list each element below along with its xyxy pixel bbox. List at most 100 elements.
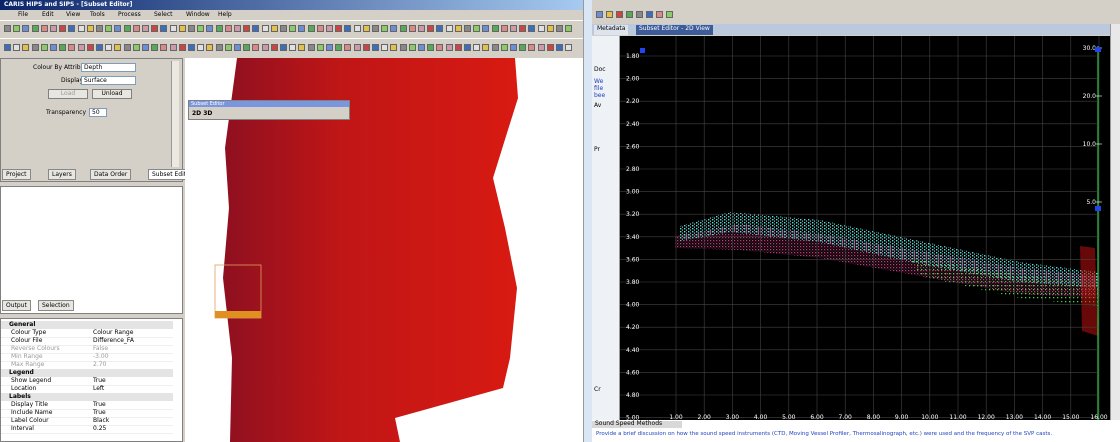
tool-icon[interactable] [151, 44, 158, 51]
tool-icon[interactable] [547, 25, 554, 32]
tool-icon[interactable] [372, 44, 379, 51]
tool-icon[interactable] [105, 44, 112, 51]
tool-icon[interactable] [142, 25, 149, 32]
scrollbar[interactable] [1110, 24, 1120, 420]
tool-icon[interactable] [501, 25, 508, 32]
tool-icon[interactable] [473, 44, 480, 51]
tool-icon[interactable] [446, 44, 453, 51]
tool-icon[interactable] [510, 25, 517, 32]
tool-icon[interactable] [363, 25, 370, 32]
tool-icon[interactable] [409, 25, 416, 32]
tool-icon[interactable] [252, 44, 259, 51]
property-value[interactable]: True [93, 377, 106, 385]
tab[interactable]: Selection [38, 300, 74, 311]
tool-icon[interactable] [298, 44, 305, 51]
unload-button[interactable]: Unload [92, 89, 132, 99]
tab[interactable]: Output [2, 300, 31, 311]
dropdown[interactable]: Depth [81, 63, 136, 72]
tool-icon[interactable] [427, 44, 434, 51]
tool-icon[interactable] [188, 25, 195, 32]
tab[interactable]: Project [2, 169, 31, 180]
tool-icon[interactable] [436, 25, 443, 32]
menu-item[interactable]: Help [218, 11, 232, 19]
tool-icon[interactable] [298, 25, 305, 32]
property-value[interactable]: 0.25 [93, 425, 106, 433]
dropdown[interactable]: Surface [81, 76, 136, 85]
tool-icon[interactable] [455, 44, 462, 51]
tool-icon[interactable] [381, 25, 388, 32]
tool-icon[interactable] [317, 25, 324, 32]
tool-icon[interactable] [68, 25, 75, 32]
tool-icon[interactable] [492, 44, 499, 51]
menu-item[interactable]: Edit [42, 11, 54, 19]
tool-icon[interactable] [252, 25, 259, 32]
tool-icon[interactable] [626, 11, 633, 18]
tool-icon[interactable] [114, 25, 121, 32]
tool-icon[interactable] [13, 44, 20, 51]
tool-icon[interactable] [22, 44, 29, 51]
menu-item[interactable]: Process [118, 11, 141, 19]
tool-icon[interactable] [179, 44, 186, 51]
tool-icon[interactable] [133, 44, 140, 51]
tool-icon[interactable] [409, 44, 416, 51]
tool-icon[interactable] [216, 44, 223, 51]
tool-icon[interactable] [59, 44, 66, 51]
tool-icon[interactable] [262, 44, 269, 51]
tool-icon[interactable] [188, 44, 195, 51]
tool-icon[interactable] [96, 44, 103, 51]
menu-item[interactable]: View [66, 11, 80, 19]
tool-icon[interactable] [225, 44, 232, 51]
property-value[interactable]: Black [93, 417, 109, 425]
tool-icon[interactable] [616, 11, 623, 18]
tool-icon[interactable] [105, 25, 112, 32]
tool-icon[interactable] [50, 25, 57, 32]
tool-icon[interactable] [50, 44, 57, 51]
menu-item[interactable]: Select [154, 11, 173, 19]
tool-icon[interactable] [400, 44, 407, 51]
tool-icon[interactable] [519, 25, 526, 32]
tool-icon[interactable] [666, 11, 673, 18]
tool-icon[interactable] [308, 44, 315, 51]
tool-icon[interactable] [289, 25, 296, 32]
tool-icon[interactable] [326, 25, 333, 32]
tool-icon[interactable] [41, 25, 48, 32]
tool-icon[interactable] [170, 44, 177, 51]
tool-icon[interactable] [78, 44, 85, 51]
tool-icon[interactable] [596, 11, 603, 18]
tool-icon[interactable] [344, 25, 351, 32]
tool-icon[interactable] [262, 25, 269, 32]
tool-icon[interactable] [565, 25, 572, 32]
tool-icon[interactable] [96, 25, 103, 32]
tool-icon[interactable] [455, 25, 462, 32]
tool-icon[interactable] [427, 25, 434, 32]
tool-icon[interactable] [556, 25, 563, 32]
tool-icon[interactable] [280, 44, 287, 51]
tool-icon[interactable] [547, 44, 554, 51]
tool-icon[interactable] [354, 25, 361, 32]
tool-icon[interactable] [22, 25, 29, 32]
tool-icon[interactable] [151, 25, 158, 32]
property-value[interactable]: True [93, 409, 106, 417]
tool-icon[interactable] [418, 44, 425, 51]
property-value[interactable]: False [93, 345, 108, 353]
tool-icon[interactable] [528, 25, 535, 32]
tool-icon[interactable] [436, 44, 443, 51]
tool-icon[interactable] [492, 25, 499, 32]
tool-icon[interactable] [179, 25, 186, 32]
menu-item[interactable]: File [18, 11, 28, 19]
tool-icon[interactable] [234, 44, 241, 51]
tool-icon[interactable] [538, 44, 545, 51]
tab[interactable]: Data Order [90, 169, 131, 180]
tool-icon[interactable] [390, 44, 397, 51]
tool-icon[interactable] [234, 25, 241, 32]
property-value[interactable]: Difference_FA [93, 337, 134, 345]
menu-item[interactable]: Window [186, 11, 210, 19]
tool-icon[interactable] [335, 25, 342, 32]
tab[interactable]: Layers [48, 169, 76, 180]
property-value[interactable]: Colour Range [93, 329, 133, 337]
tool-icon[interactable] [32, 25, 39, 32]
tool-icon[interactable] [114, 44, 121, 51]
tool-icon[interactable] [418, 25, 425, 32]
spinbox[interactable]: 50 [89, 108, 107, 117]
tool-icon[interactable] [41, 44, 48, 51]
